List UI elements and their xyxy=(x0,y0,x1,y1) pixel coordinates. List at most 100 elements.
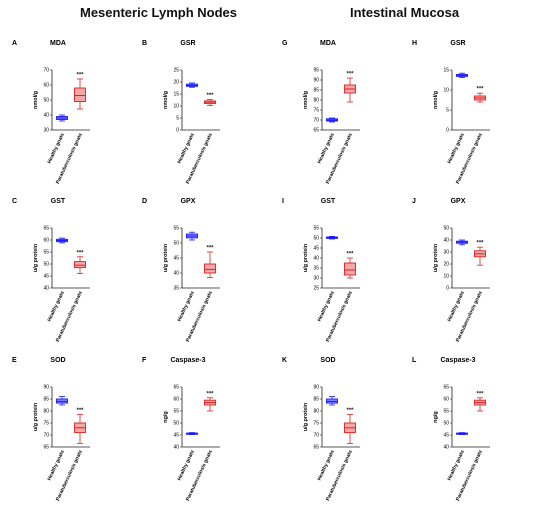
x-category-label-healthy-l: Healthy goats xyxy=(447,449,466,481)
y-tick-label-l: 60 xyxy=(443,397,449,403)
y-tick-label-k: 70 xyxy=(313,433,319,439)
y-tick-label-l: 40 xyxy=(443,445,449,451)
y-tick-label-a: 70 xyxy=(43,68,49,74)
y-tick-label-i: 30 xyxy=(313,276,319,282)
y-tick-label-j: 20 xyxy=(443,262,449,268)
x-category-label-healthy-e: Healthy goats xyxy=(47,449,66,481)
panel-letter-e: E xyxy=(12,357,17,364)
panel-title-k: SOD xyxy=(320,357,335,364)
y-tick-label-c: 65 xyxy=(43,226,49,232)
x-category-label-healthy-f: Healthy goats xyxy=(177,449,196,481)
significance-marker-i: *** xyxy=(346,252,354,258)
significance-marker-j: *** xyxy=(476,241,484,247)
panel-title-g: MDA xyxy=(320,40,336,47)
y-tick-label-l: 45 xyxy=(443,433,449,439)
y-tick-label-g: 70 xyxy=(313,118,319,124)
y-tick-label-i: 45 xyxy=(313,246,319,252)
y-tick-label-a: 50 xyxy=(43,98,49,104)
box-paratuberculosis-a xyxy=(74,87,86,102)
section-title-intestinal-mucosa: Intestinal Mucosa xyxy=(350,5,460,20)
significance-marker-c: *** xyxy=(76,250,84,256)
significance-marker-g: *** xyxy=(346,72,354,78)
y-tick-label-j: 10 xyxy=(443,274,449,280)
panel-title-l: Caspase-3 xyxy=(440,357,475,364)
y-tick-label-b: 20 xyxy=(173,80,179,86)
y-axis-label-b: nmol/g xyxy=(163,91,169,109)
box-paratuberculosis-c xyxy=(74,261,86,269)
y-tick-label-e: 80 xyxy=(43,409,49,415)
x-category-label-healthy-b: Healthy goats xyxy=(177,132,196,164)
y-tick-label-b: 15 xyxy=(173,92,179,98)
x-category-label-healthy-a: Healthy goats xyxy=(47,132,66,164)
y-axis-label-c: u/g protein xyxy=(33,243,39,272)
y-tick-label-l: 65 xyxy=(443,385,449,391)
significance-marker-l: *** xyxy=(476,391,484,397)
y-tick-label-h: 15 xyxy=(443,68,449,74)
panel-letter-i: I xyxy=(282,198,284,205)
x-category-label-healthy-d: Healthy goats xyxy=(177,290,196,322)
panel-letter-j: J xyxy=(412,198,416,205)
y-tick-label-k: 75 xyxy=(313,421,319,427)
y-tick-label-d: 55 xyxy=(173,226,179,232)
box-paratuberculosis-d xyxy=(204,263,216,274)
y-tick-label-g: 80 xyxy=(313,98,319,104)
panel-title-e: SOD xyxy=(50,357,65,364)
y-axis-label-a: nmol/g xyxy=(33,91,39,109)
significance-marker-a: *** xyxy=(76,73,84,79)
section-title-lymph-nodes: Mesenteric Lymph Nodes xyxy=(80,5,238,20)
y-tick-label-h: 10 xyxy=(443,88,449,94)
y-tick-label-i: 25 xyxy=(313,286,319,292)
panel-title-f: Caspase-3 xyxy=(170,357,205,364)
y-tick-label-b: 0 xyxy=(176,128,179,134)
y-tick-label-g: 65 xyxy=(313,128,319,134)
significance-marker-h: *** xyxy=(476,87,484,93)
y-tick-label-f: 40 xyxy=(173,445,179,451)
y-tick-label-l: 55 xyxy=(443,409,449,415)
y-tick-label-c: 40 xyxy=(43,286,49,292)
panel-title-h: GSR xyxy=(450,40,465,47)
panel-letter-l: L xyxy=(412,357,417,364)
y-tick-label-e: 85 xyxy=(43,397,49,403)
panel-title-a: MDA xyxy=(50,40,66,47)
y-tick-label-j: 0 xyxy=(446,286,449,292)
y-tick-label-i: 55 xyxy=(313,226,319,232)
panel-letter-b: B xyxy=(142,40,147,47)
significance-marker-k: *** xyxy=(346,408,354,414)
x-category-label-healthy-j: Healthy goats xyxy=(447,290,466,322)
y-tick-label-k: 65 xyxy=(313,445,319,451)
y-tick-label-a: 40 xyxy=(43,113,49,119)
y-tick-label-d: 50 xyxy=(173,241,179,247)
panel-title-b: GSR xyxy=(180,40,195,47)
y-tick-label-c: 55 xyxy=(43,250,49,256)
y-tick-label-j: 40 xyxy=(443,238,449,244)
y-tick-label-i: 50 xyxy=(313,236,319,242)
significance-marker-f: *** xyxy=(206,391,214,397)
y-tick-label-j: 50 xyxy=(443,226,449,232)
y-tick-label-b: 25 xyxy=(173,68,179,74)
panel-letter-h: H xyxy=(412,40,417,47)
y-tick-label-e: 65 xyxy=(43,445,49,451)
y-tick-label-b: 5 xyxy=(176,116,179,122)
y-tick-label-d: 40 xyxy=(173,271,179,277)
x-category-label-healthy-i: Healthy goats xyxy=(317,290,336,322)
significance-marker-b: *** xyxy=(206,93,214,99)
panel-title-j: GPX xyxy=(451,198,466,205)
y-tick-label-e: 75 xyxy=(43,421,49,427)
y-axis-label-h: nmol/g xyxy=(433,91,439,109)
x-category-label-healthy-g: Healthy goats xyxy=(317,132,336,164)
y-tick-label-f: 45 xyxy=(173,433,179,439)
y-tick-label-g: 75 xyxy=(313,108,319,114)
panel-letter-f: F xyxy=(142,357,147,364)
y-tick-label-f: 65 xyxy=(173,385,179,391)
panel-letter-c: C xyxy=(12,198,17,205)
y-tick-label-f: 60 xyxy=(173,397,179,403)
y-tick-label-h: 0 xyxy=(446,128,449,134)
y-tick-label-j: 30 xyxy=(443,250,449,256)
y-tick-label-k: 90 xyxy=(313,385,319,391)
y-tick-label-f: 55 xyxy=(173,409,179,415)
y-tick-label-c: 60 xyxy=(43,238,49,244)
y-tick-label-i: 35 xyxy=(313,266,319,272)
y-tick-label-k: 85 xyxy=(313,397,319,403)
y-tick-label-a: 60 xyxy=(43,83,49,89)
